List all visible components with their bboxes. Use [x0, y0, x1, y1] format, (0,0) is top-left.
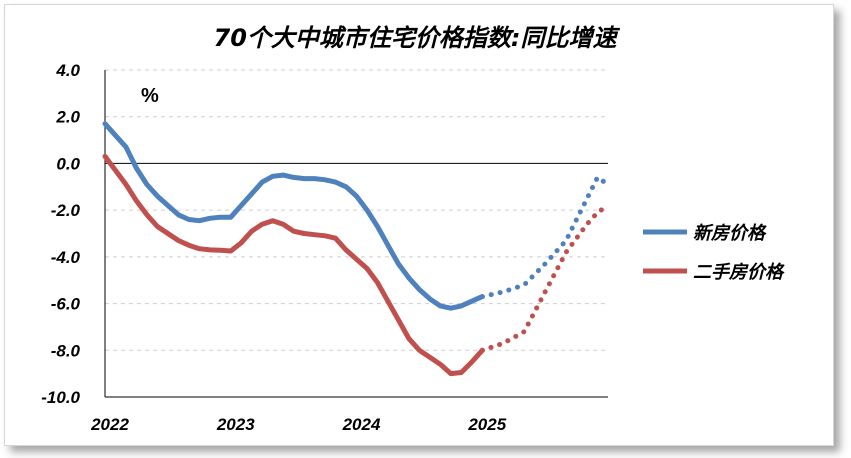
- y-tick-label: 0.0: [56, 154, 80, 173]
- x-tick-label: 2023: [216, 415, 255, 434]
- series-line-0: [102, 121, 485, 311]
- y-tick-label: -2.0: [51, 201, 81, 220]
- y-tick-label: 4.0: [55, 61, 80, 80]
- series-layer: [102, 121, 611, 377]
- axis-layer: 4.0 2.0 0.0 -2.0 -4.0 -6.0 -8.0 -10.0 2022 2023 20…: [41, 61, 608, 434]
- x-tick-label: 2025: [467, 415, 506, 434]
- series-line-1: [102, 153, 485, 377]
- y-tick-label: -10.0: [41, 388, 80, 407]
- series-forecast-line-0: [479, 173, 611, 300]
- y-tick-label: -6.0: [51, 295, 81, 314]
- chart-title: 70个大中城市住宅价格指数:同比增速: [214, 24, 621, 52]
- x-tick-label: 2022: [90, 415, 129, 434]
- x-tick-label: 2024: [342, 415, 381, 434]
- chart-frame: [4, 4, 834, 446]
- y-tick-label: 2.0: [55, 108, 80, 127]
- grid-layer: [105, 69, 608, 351]
- legend-label-1: 二手房价格: [693, 262, 785, 283]
- y-tick-label: -4.0: [51, 248, 81, 267]
- series-forecast-line-1: [479, 203, 611, 353]
- unit-label: %: [141, 85, 159, 107]
- legend-label-0: 新房价格: [693, 223, 767, 244]
- y-tick-label: -8.0: [51, 341, 81, 360]
